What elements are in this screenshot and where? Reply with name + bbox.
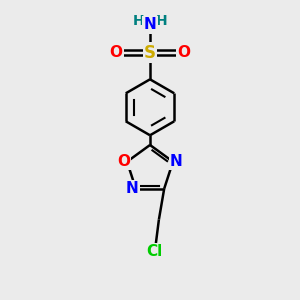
Text: N: N [144, 17, 156, 32]
Text: H: H [133, 14, 145, 28]
Text: Cl: Cl [147, 244, 163, 260]
Text: N: N [170, 154, 183, 169]
Text: O: O [117, 154, 130, 169]
Text: S: S [144, 44, 156, 62]
Text: H: H [155, 14, 167, 28]
Text: O: O [110, 45, 123, 60]
Text: O: O [177, 45, 190, 60]
Text: N: N [126, 181, 139, 196]
